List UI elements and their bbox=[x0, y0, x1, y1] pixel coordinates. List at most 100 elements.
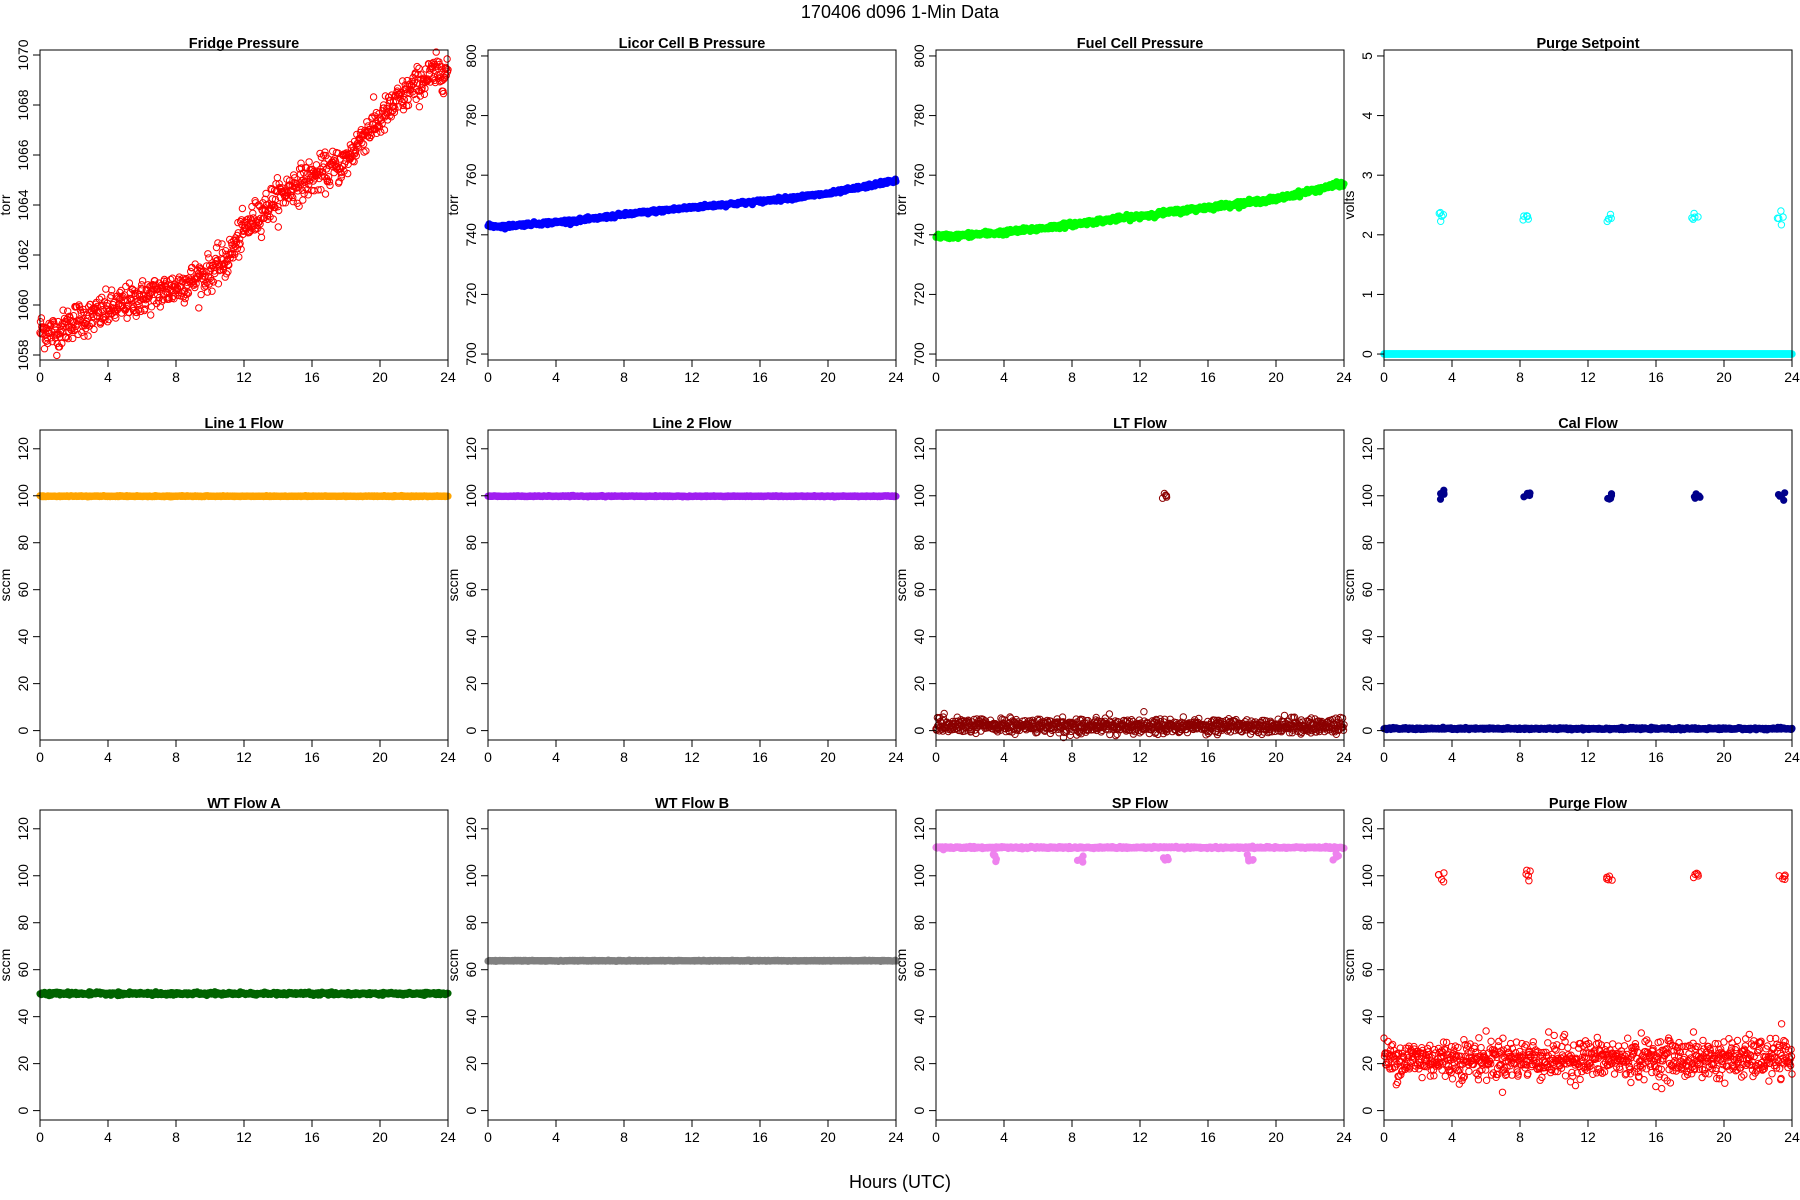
x-tick-label: 4 bbox=[104, 749, 112, 765]
y-tick-label: 40 bbox=[463, 629, 479, 645]
data-point bbox=[128, 285, 137, 294]
x-tick-label: 0 bbox=[484, 749, 492, 765]
data-point bbox=[180, 299, 189, 307]
x-tick-label: 16 bbox=[1648, 369, 1664, 385]
data-point bbox=[140, 295, 148, 303]
y-tick-label: 1060 bbox=[15, 289, 31, 320]
data-point bbox=[82, 324, 90, 333]
y-tick-label: 700 bbox=[463, 342, 479, 366]
data-point bbox=[352, 152, 360, 160]
x-tick-label: 8 bbox=[172, 749, 180, 765]
x-tick-label: 16 bbox=[304, 749, 320, 765]
x-tick-label: 24 bbox=[440, 369, 456, 385]
x-tick-label: 12 bbox=[236, 369, 252, 385]
y-tick-label: 120 bbox=[463, 437, 479, 461]
data-point bbox=[235, 253, 243, 261]
x-tick-label: 12 bbox=[684, 369, 700, 385]
y-axis-label: sccm bbox=[445, 569, 461, 602]
y-tick-label: 120 bbox=[15, 437, 31, 461]
data-point bbox=[269, 201, 277, 210]
data-point bbox=[326, 181, 334, 190]
x-tick-label: 4 bbox=[552, 749, 560, 765]
y-tick-label: 800 bbox=[463, 44, 479, 68]
data-point bbox=[212, 243, 221, 252]
data-point bbox=[205, 254, 213, 262]
data-point bbox=[208, 287, 216, 295]
data-point bbox=[388, 107, 397, 115]
data-point bbox=[286, 191, 295, 199]
data-point bbox=[369, 93, 378, 101]
x-tick-label: 4 bbox=[1448, 369, 1456, 385]
data-point bbox=[297, 164, 306, 172]
data-point bbox=[147, 303, 156, 311]
data-point bbox=[289, 197, 297, 206]
y-tick-label: 1062 bbox=[15, 239, 31, 270]
data-point bbox=[299, 196, 307, 204]
data-point bbox=[181, 294, 189, 303]
data-point bbox=[271, 195, 280, 204]
panel-title: Purge Setpoint bbox=[1536, 36, 1639, 52]
data-point bbox=[84, 332, 92, 340]
y-tick-label: 780 bbox=[911, 104, 927, 128]
data-point bbox=[354, 139, 362, 147]
data-point bbox=[138, 285, 146, 293]
data-point bbox=[69, 334, 77, 343]
data-point bbox=[144, 281, 152, 289]
data-point bbox=[59, 306, 67, 314]
y-tick-label: 3 bbox=[1359, 171, 1375, 179]
x-tick-label: 8 bbox=[620, 749, 628, 765]
data-point bbox=[363, 118, 371, 126]
data-point bbox=[103, 318, 112, 326]
data-point bbox=[162, 277, 171, 285]
data-point bbox=[147, 311, 155, 319]
y-axis-label: torr bbox=[0, 194, 13, 215]
data-point bbox=[203, 288, 212, 296]
data-point bbox=[138, 277, 147, 285]
data-point bbox=[123, 296, 132, 305]
data-point bbox=[257, 233, 266, 242]
data-point bbox=[305, 158, 313, 166]
y-tick-label: 60 bbox=[15, 582, 31, 598]
y-tick-label: 20 bbox=[15, 676, 31, 692]
data-point bbox=[337, 173, 345, 182]
x-tick-label: 12 bbox=[684, 749, 700, 765]
data-point bbox=[404, 101, 413, 110]
plot-frame bbox=[935, 49, 1345, 361]
data-point bbox=[184, 289, 193, 297]
data-point bbox=[359, 140, 368, 148]
data-point bbox=[238, 204, 247, 213]
data-point bbox=[377, 128, 385, 136]
x-tick-label: 16 bbox=[1200, 369, 1216, 385]
y-tick-label: 2 bbox=[1359, 231, 1375, 239]
data-point bbox=[360, 148, 368, 156]
y-tick-label: 800 bbox=[911, 44, 927, 68]
data-point bbox=[168, 274, 177, 282]
x-tick-label: 20 bbox=[820, 749, 836, 765]
data-point bbox=[349, 157, 357, 165]
y-tick-label: 1 bbox=[1359, 290, 1375, 298]
data-point bbox=[167, 275, 175, 284]
y-tick-label: 80 bbox=[15, 535, 31, 551]
data-point bbox=[297, 159, 305, 167]
x-tick-label: 12 bbox=[1132, 369, 1148, 385]
y-tick-label: 740 bbox=[463, 223, 479, 247]
data-point bbox=[181, 287, 189, 295]
data-point bbox=[413, 62, 421, 71]
data-point bbox=[1777, 221, 1786, 229]
x-tick-label: 8 bbox=[620, 369, 628, 385]
data-point bbox=[37, 314, 46, 322]
x-tick-label: 16 bbox=[752, 749, 768, 765]
plot-frame bbox=[1383, 49, 1793, 361]
y-tick-label: 720 bbox=[911, 283, 927, 307]
y-tick-label: 0 bbox=[15, 727, 31, 735]
panel-title: Fuel Cell Pressure bbox=[1077, 36, 1204, 52]
data-point bbox=[218, 240, 226, 248]
data-point bbox=[44, 339, 52, 348]
data-point bbox=[304, 191, 312, 199]
data-point bbox=[125, 279, 134, 287]
data-point bbox=[78, 328, 86, 337]
data-point bbox=[214, 280, 223, 288]
data-point bbox=[222, 270, 231, 278]
